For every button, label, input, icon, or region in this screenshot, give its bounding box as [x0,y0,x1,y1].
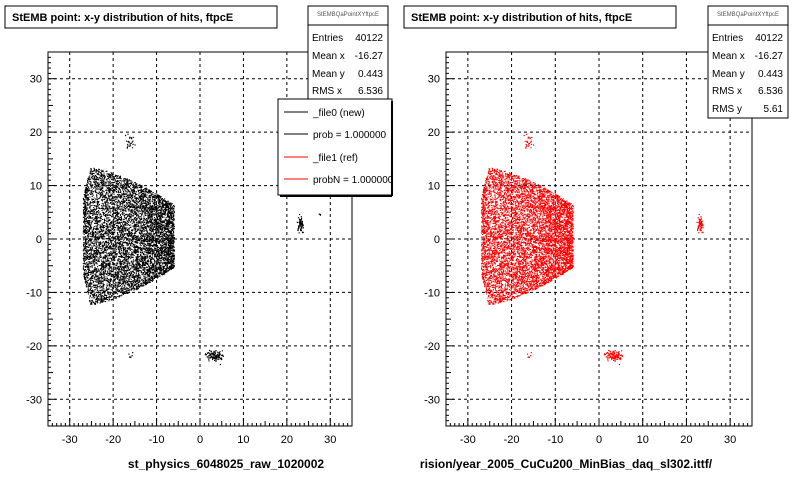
left-x-tick-label: -10 [149,434,165,446]
right-x-tick-label: -10 [547,434,563,446]
right-stats-label: RMS y [712,104,742,115]
legend-label: probN = 1.000000 [313,175,394,186]
scatter-cluster-small [128,352,134,358]
left-scatter-points [82,133,321,366]
scatter-cluster-small [204,349,224,366]
right-stats-value: 40122 [755,33,783,44]
legend-label: _file0 (new) [312,108,365,119]
left-panel: StEMB point: x-y distribution of hits, f… [4,5,394,471]
legend-label: _file1 (ref) [312,153,358,164]
right-y-tick-label: 0 [434,234,440,246]
left-stats-value: 40122 [355,33,383,44]
left-chart-title: StEMB point: x-y distribution of hits, f… [12,12,233,24]
scatter-cluster-small [527,352,532,358]
right-x-tick-label: 0 [596,434,602,446]
right-title-box [403,5,677,29]
right-x-tick-label: -20 [504,434,520,446]
scatter-cluster-small [523,133,535,149]
left-x-tick-label: 0 [197,434,203,446]
right-scatter-points [481,133,704,366]
right-stats-label: Entries [712,33,743,44]
left-x-tick-label: -20 [105,434,121,446]
right-x-tick-label: 10 [637,434,649,446]
right-y-tick-label: 20 [428,127,440,139]
scatter-cluster-small [696,213,704,234]
scatter-cluster-small [125,133,136,149]
right-stats-box: StEMBQaPointXYftpcE Entries 40122 Mean x… [707,5,789,119]
right-stats-value: 0.443 [758,69,783,80]
left-x-tick-label: 30 [324,434,336,446]
left-grid [48,52,352,426]
right-y-tick-label: 10 [428,181,440,193]
right-y-tick-label: -30 [424,394,440,406]
left-stats-label: Mean x [312,51,345,62]
left-stats-value: -16.27 [355,51,384,62]
right-stats-label: Mean y [712,69,745,80]
left-x-tick-label: 20 [281,434,293,446]
right-stats-label: RMS x [712,86,742,97]
left-stats-label: RMS x [312,86,342,97]
right-y-tick-label: -20 [424,341,440,353]
right-panel: StEMB point: x-y distribution of hits, f… [403,5,789,471]
right-stats-value: -16.27 [755,51,784,62]
left-y-tick-label: -30 [26,394,42,406]
scatter-cluster-small [603,349,623,366]
right-stats-label: Mean x [712,51,745,62]
left-stats-box: StEMBQaPointXYftpcE Entries 40122 Mean x… [307,5,389,101]
left-stats-label: Mean y [312,69,345,80]
scatter-cluster-small [318,213,321,216]
left-stats-label: Entries [312,33,343,44]
right-ticks [445,51,753,427]
left-stats-value: 6.536 [358,86,383,97]
legend-label: prob = 1.000000 [313,130,387,141]
right-x-axis-label: rision/year_2005_CuCu200_MinBias_daq_sl3… [420,457,713,471]
left-y-tick-label: 10 [30,181,42,193]
left-legend: _file0 (new) prob = 1.000000 _file1 (ref… [277,98,394,197]
left-x-axis-label: st_physics_6048025_raw_1020002 [128,457,324,471]
left-ticks [47,51,353,427]
right-y-tick-label: -10 [424,287,440,299]
right-stats-name: StEMBQaPointXYftpcE [717,12,779,18]
right-stats-value: 5.61 [764,104,784,115]
left-y-tick-label: -10 [26,287,42,299]
left-y-tick-label: 20 [30,127,42,139]
right-y-tick-label: 30 [428,74,440,86]
left-y-tick-label: 0 [36,234,42,246]
left-x-tick-label: 10 [237,434,249,446]
right-x-tick-label: 30 [724,434,736,446]
right-x-tick-label: -30 [460,434,476,446]
right-chart-title: StEMB point: x-y distribution of hits, f… [411,12,632,24]
left-title-box [4,5,278,29]
left-y-tick-label: 30 [30,74,42,86]
right-x-tick-label: 20 [680,434,692,446]
left-stats-name: StEMBQaPointXYftpcE [317,12,379,18]
left-x-tick-label: -30 [62,434,78,446]
left-stats-value: 0.443 [358,69,383,80]
scatter-cluster-main [82,167,175,306]
right-stats-value: 6.536 [758,86,783,97]
left-y-tick-label: -20 [26,341,42,353]
scatter-cluster-small [296,213,304,234]
scatter-cluster-main [481,167,574,306]
